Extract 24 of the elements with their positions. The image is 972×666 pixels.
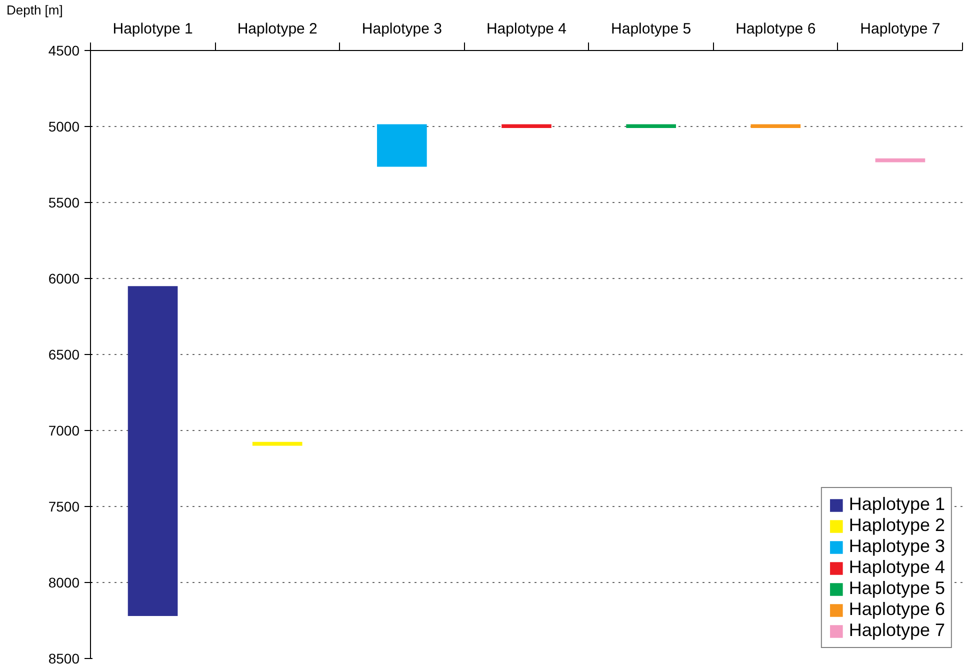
y-tick-label: 8000 [48, 574, 80, 590]
legend-label: Haplotype 2 [848, 515, 945, 536]
legend-label: Haplotype 7 [848, 620, 945, 641]
legend-label: Haplotype 5 [848, 578, 945, 599]
x-tick-label: Haplotype 4 [486, 20, 567, 38]
legend-label: Haplotype 3 [848, 536, 945, 557]
x-tick-label: Haplotype 7 [860, 20, 940, 38]
y-axis-title: Depth [m] [6, 2, 63, 18]
x-tick-label: Haplotype 2 [237, 20, 318, 38]
y-tick-label: 7000 [48, 422, 80, 438]
legend-label: Haplotype 1 [848, 494, 945, 515]
x-tick-label: Haplotype 5 [611, 20, 692, 38]
y-tick-label: 6500 [48, 346, 80, 362]
x-tick-label: Haplotype 3 [362, 20, 442, 38]
y-tick-label: 7500 [48, 498, 80, 514]
x-tick-label: Haplotype 1 [112, 20, 193, 38]
y-tick-label: 4500 [48, 42, 80, 58]
y-tick-label: 8500 [48, 650, 80, 666]
y-tick-label: 6000 [48, 270, 80, 286]
y-tick-label: 5000 [48, 118, 80, 134]
x-tick-label: Haplotype 6 [736, 20, 816, 38]
legend-label: Haplotype 4 [848, 557, 945, 578]
legend-label: Haplotype 6 [848, 599, 945, 620]
y-tick-label: 5500 [48, 194, 80, 210]
